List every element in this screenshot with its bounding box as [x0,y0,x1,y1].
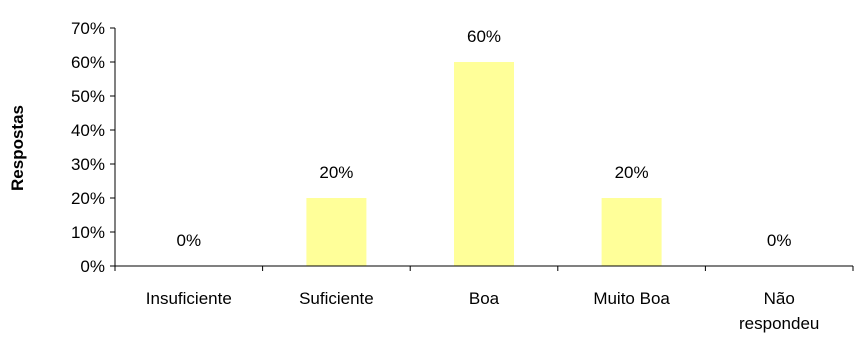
axes [114,28,853,267]
x-tick-label: Não respondeu [739,289,819,333]
data-label: 20% [615,163,649,182]
bar [306,198,367,266]
y-tick-label: 70% [71,19,105,38]
y-tick-label: 0% [80,257,105,276]
data-labels: 0% 20% 60% 20% 0% [177,27,792,250]
x-tick-label: Insuficiente [146,289,232,308]
bars [306,62,662,266]
y-tick-label: 60% [71,53,105,72]
bar [454,62,514,266]
y-tick-label: 50% [71,87,105,106]
x-tick-label: Boa [469,289,500,308]
x-tick-label: Muito Boa [593,289,670,308]
data-label: 0% [177,231,202,250]
data-label: 60% [467,27,501,46]
y-tick-label: 30% [71,155,105,174]
y-tick-label: 40% [71,121,105,140]
y-axis-ticks: 0% 10% 20% 30% 40% 50% 60% 70% [71,19,115,276]
x-axis-ticks: Insuficiente Suficiente Boa Muito Boa Não res… [114,266,854,333]
bar [601,198,662,266]
x-tick-label: Suficiente [299,289,374,308]
y-axis-label: Respostas [8,105,27,191]
data-label: 0% [767,231,792,250]
data-label: 20% [319,163,353,182]
y-tick-label: 10% [71,223,105,242]
y-tick-label: 20% [71,189,105,208]
